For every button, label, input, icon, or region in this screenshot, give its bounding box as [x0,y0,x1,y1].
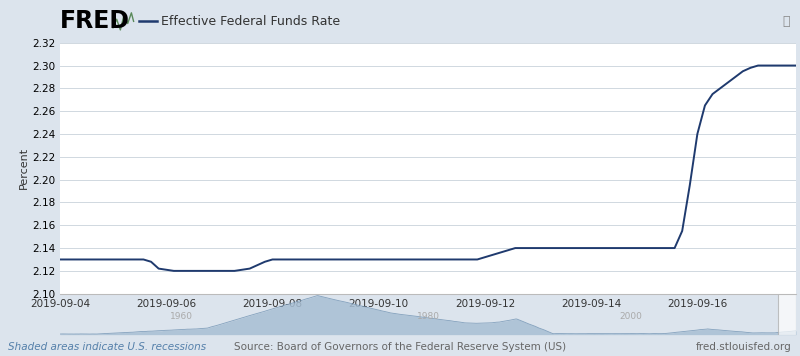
Text: 1960: 1960 [170,312,193,321]
Text: ⛶: ⛶ [782,15,790,28]
Y-axis label: Percent: Percent [18,147,29,189]
Bar [778,294,796,335]
Text: FRED: FRED [60,9,130,33]
Text: Shaded areas indicate U.S. recessions: Shaded areas indicate U.S. recessions [8,342,206,352]
Text: Source: Board of Governors of the Federal Reserve System (US): Source: Board of Governors of the Federa… [234,342,566,352]
Text: Effective Federal Funds Rate: Effective Federal Funds Rate [161,15,340,28]
Text: 1980: 1980 [417,312,439,321]
Text: 2000: 2000 [619,312,642,321]
Text: fred.stlouisfed.org: fred.stlouisfed.org [696,342,792,352]
